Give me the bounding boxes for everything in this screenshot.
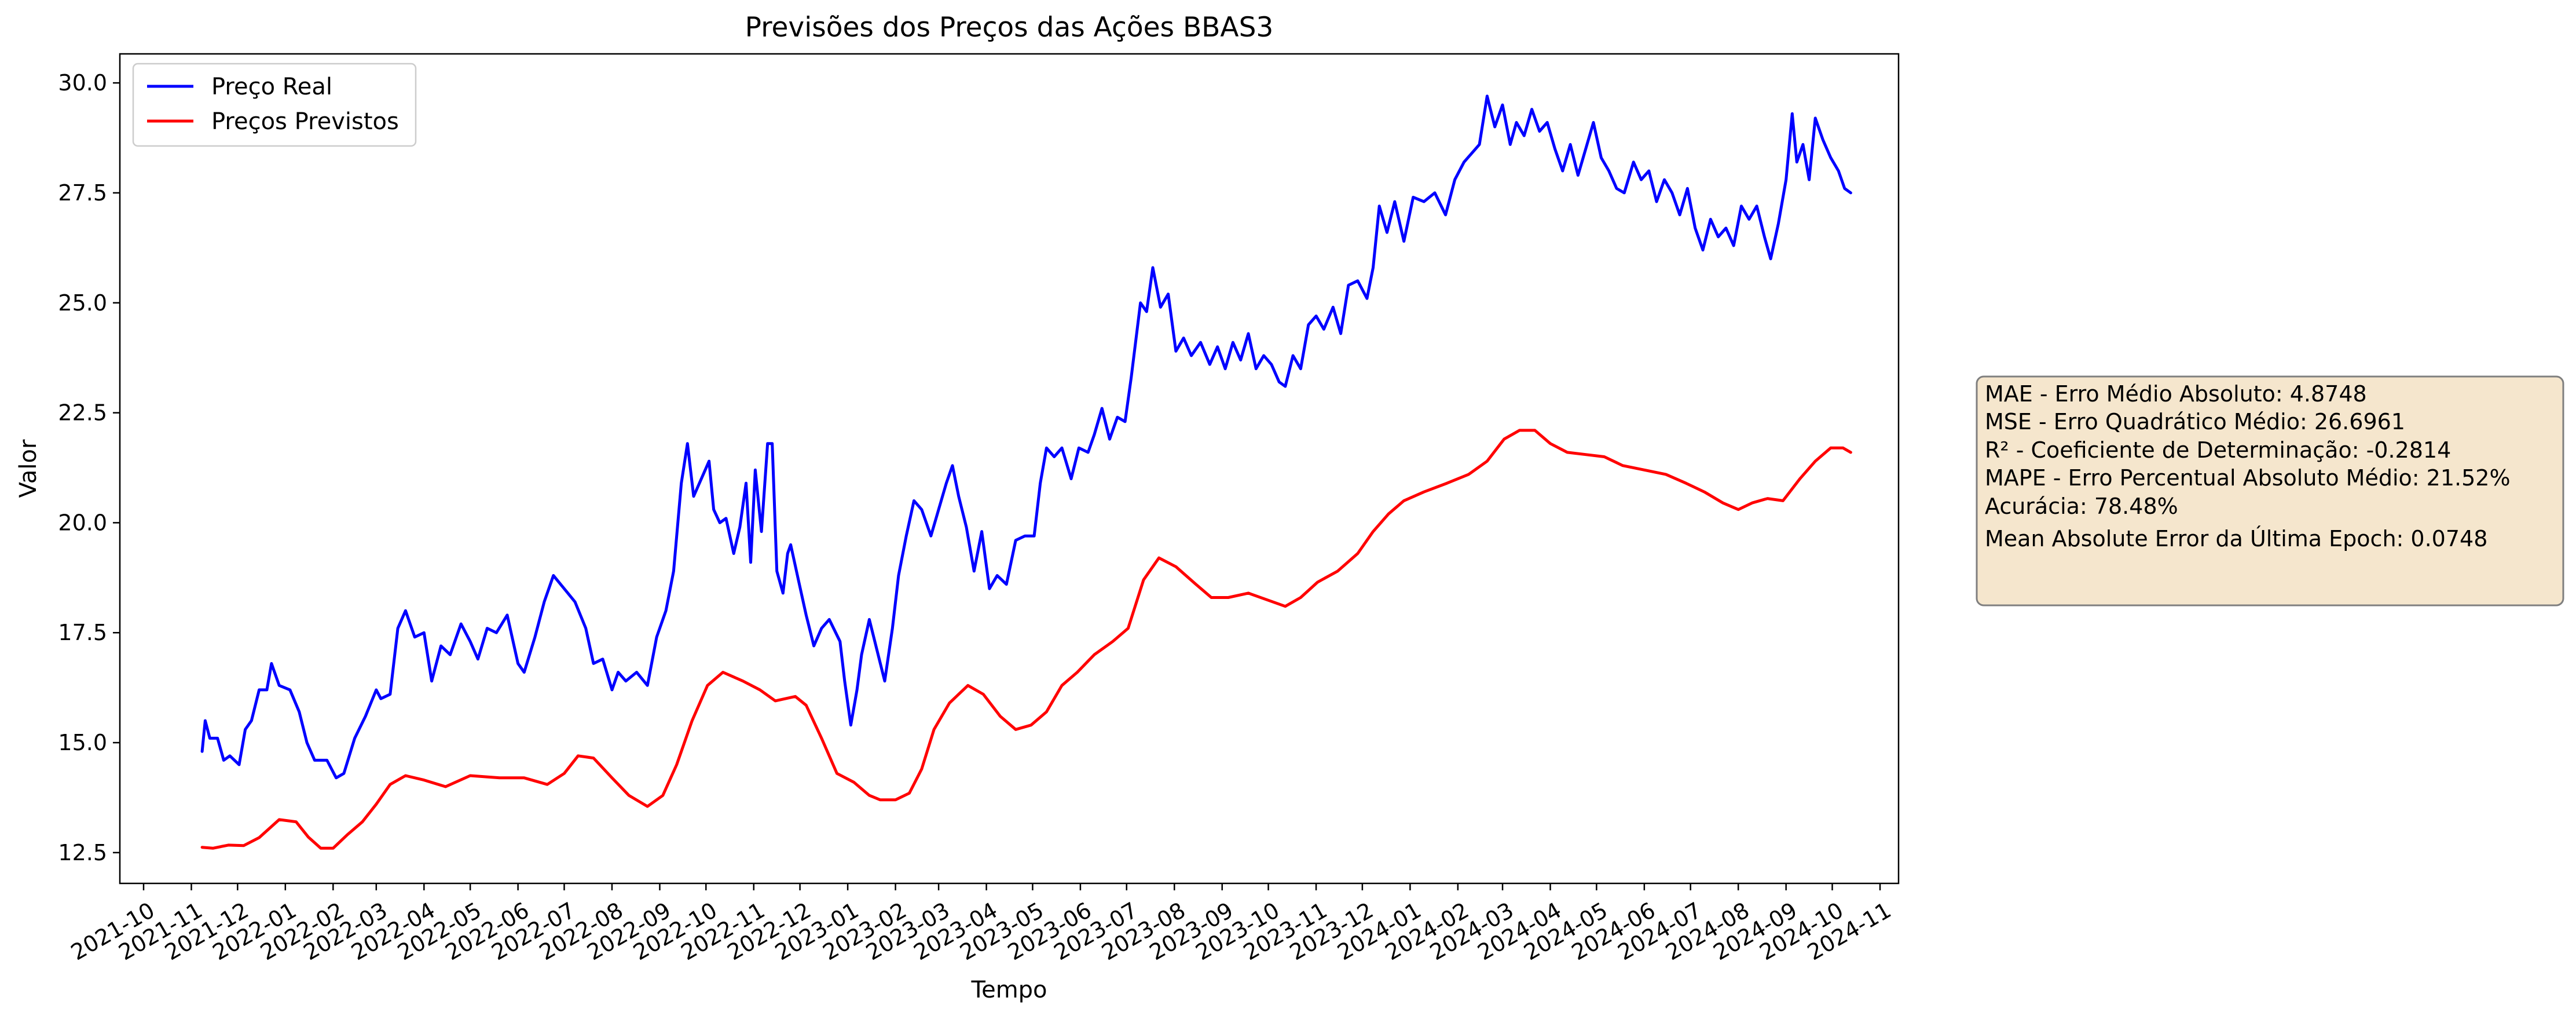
x-axis-label: Tempo — [970, 977, 1047, 1003]
metric-mae: MAE - Erro Médio Absoluto: 4.8748 — [1985, 381, 2367, 407]
y-tick-label: 22.5 — [58, 400, 107, 426]
y-tick-label: 17.5 — [58, 620, 107, 645]
y-axis-label: Valor — [15, 439, 42, 498]
y-tick-label: 27.5 — [58, 180, 107, 206]
chart-title: Previsões dos Preços das Ações BBAS3 — [745, 12, 1274, 43]
metric-mse: MSE - Erro Quadrático Médio: 26.6961 — [1985, 409, 2405, 434]
plot-frame — [119, 53, 1900, 885]
metric-mape: MAPE - Erro Percentual Absoluto Médio: 2… — [1985, 465, 2511, 491]
y-tick-label: 20.0 — [58, 510, 107, 535]
series-layer — [200, 94, 1852, 850]
plot-area — [120, 54, 1899, 883]
metrics-box: MAE - Erro Médio Absoluto: 4.8748 MSE - … — [1976, 375, 2564, 607]
series-line-precos-previstos — [200, 429, 1852, 850]
y-tick-label: 15.0 — [58, 730, 107, 755]
metric-accuracy: Acurácia: 78.48% — [1985, 494, 2178, 519]
metric-last-epoch-mae: Mean Absolute Error da Última Epoch: 0.0… — [1985, 526, 2487, 551]
metric-r2: R² - Coeficiente de Determinação: -0.281… — [1985, 437, 2451, 463]
y-axis: 12.5 15.0 17.5 20.0 22.5 25.0 27.5 30.0 — [58, 70, 120, 865]
y-tick-label: 25.0 — [58, 290, 107, 316]
legend-label-precos-previstos: Preços Previstos — [211, 108, 399, 135]
legend-frame — [132, 63, 417, 147]
y-tick-label: 12.5 — [58, 840, 107, 865]
y-tick-label: 30.0 — [58, 70, 107, 96]
legend: Preço Real Preços Previstos — [132, 63, 417, 147]
metrics-box-frame — [1976, 375, 2564, 607]
legend-label-preco-real: Preço Real — [211, 74, 332, 100]
series-line-preco-real — [200, 94, 1852, 780]
